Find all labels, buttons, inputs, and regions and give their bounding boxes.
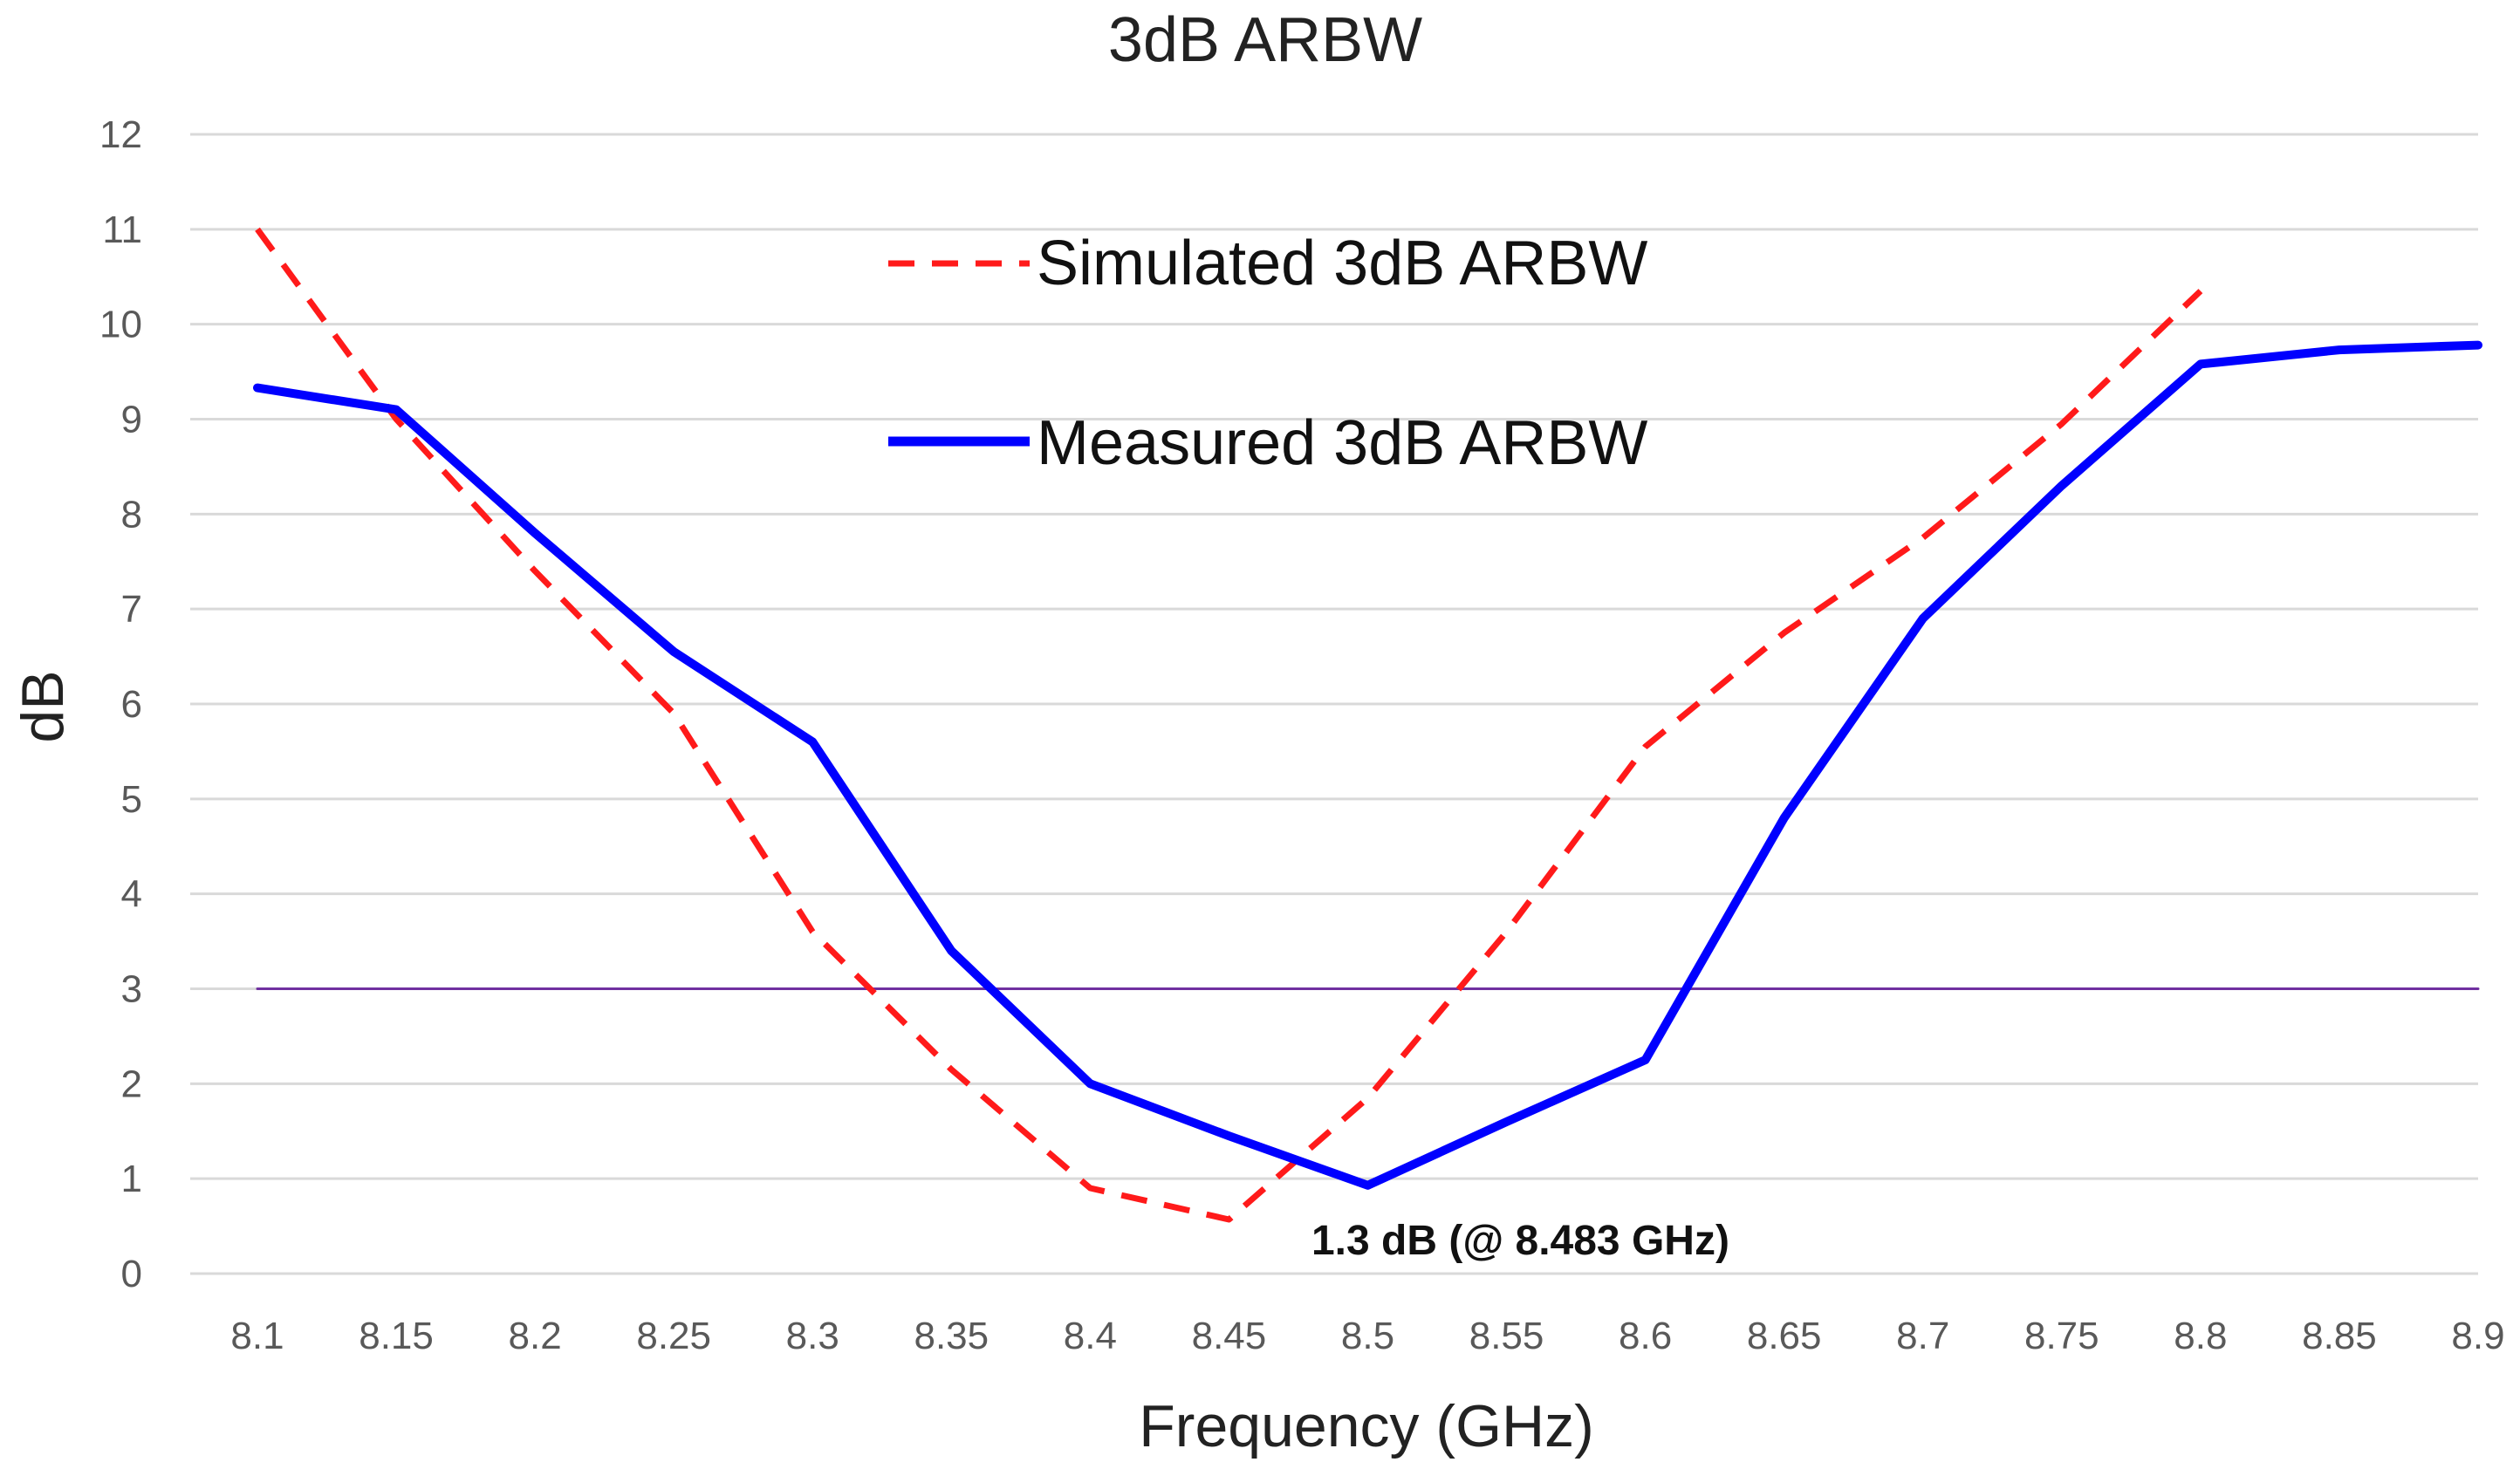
- y-tick-label: 1: [121, 1158, 142, 1200]
- x-tick-label: 8.65: [1747, 1315, 1822, 1357]
- x-tick-label: 8.9: [2451, 1315, 2504, 1357]
- series-group: [253, 227, 2482, 1223]
- y-tick-label: 8: [121, 493, 142, 536]
- x-tick-label: 8.25: [636, 1315, 711, 1357]
- x-tick-label: 8.1: [230, 1315, 284, 1357]
- x-tick-label: 8.85: [2302, 1315, 2377, 1357]
- x-tick-label: 8.6: [1619, 1315, 1672, 1357]
- y-tick-label: 12: [99, 113, 142, 156]
- y-axis-label: dB: [10, 670, 76, 742]
- series-line-measured-3db-arbw: [253, 340, 2482, 1190]
- series-line-simulated-3db-arbw: [255, 227, 2203, 1223]
- x-tick-label: 8.8: [2174, 1315, 2227, 1357]
- x-tick-label: 8.3: [786, 1315, 839, 1357]
- x-tick-label: 8.35: [914, 1315, 989, 1357]
- x-tick-label: 8.4: [1064, 1315, 1117, 1357]
- x-tick-label: 8.15: [359, 1315, 434, 1357]
- x-tick-label: 8.2: [509, 1315, 562, 1357]
- y-tick-label: 9: [121, 399, 142, 441]
- legend: Simulated 3dB ARBW Measured 3dB ARBW: [888, 229, 1647, 478]
- legend-simulated-label: Simulated 3dB ARBW: [1037, 229, 1647, 298]
- y-tick-label: 4: [121, 873, 142, 916]
- y-tick-label: 2: [121, 1062, 142, 1105]
- y-tick-label: 5: [121, 778, 142, 821]
- x-tick-label: 8.75: [2024, 1315, 2099, 1357]
- x-tick-label: 8.55: [1469, 1315, 1544, 1357]
- y-tick-label: 7: [121, 588, 142, 631]
- y-tick-label: 6: [121, 683, 142, 726]
- x-axis-label: Frequency (GHz): [1139, 1393, 1593, 1459]
- x-tick-label: 8.7: [1896, 1315, 1949, 1357]
- chart-title: 3dB ARBW: [1108, 5, 1422, 75]
- x-tick-label: 8.5: [1341, 1315, 1394, 1357]
- x-axis-ticks: 8.1 8.15 8.2 8.25 8.3 8.35 8.4 8.45 8.5 8.55 8.6 8.…: [230, 1315, 2504, 1357]
- y-tick-label: 11: [102, 208, 142, 251]
- y-tick-label: 0: [121, 1253, 142, 1295]
- minimum-annotation: 1.3 dB (@ 8.483 GHz): [1311, 1218, 1729, 1264]
- grid: [190, 133, 2478, 1275]
- legend-measured-label: Measured 3dB ARBW: [1037, 408, 1647, 478]
- y-tick-label: 10: [99, 304, 142, 346]
- y-tick-label: 3: [121, 968, 142, 1011]
- x-tick-label: 8.45: [1192, 1315, 1267, 1357]
